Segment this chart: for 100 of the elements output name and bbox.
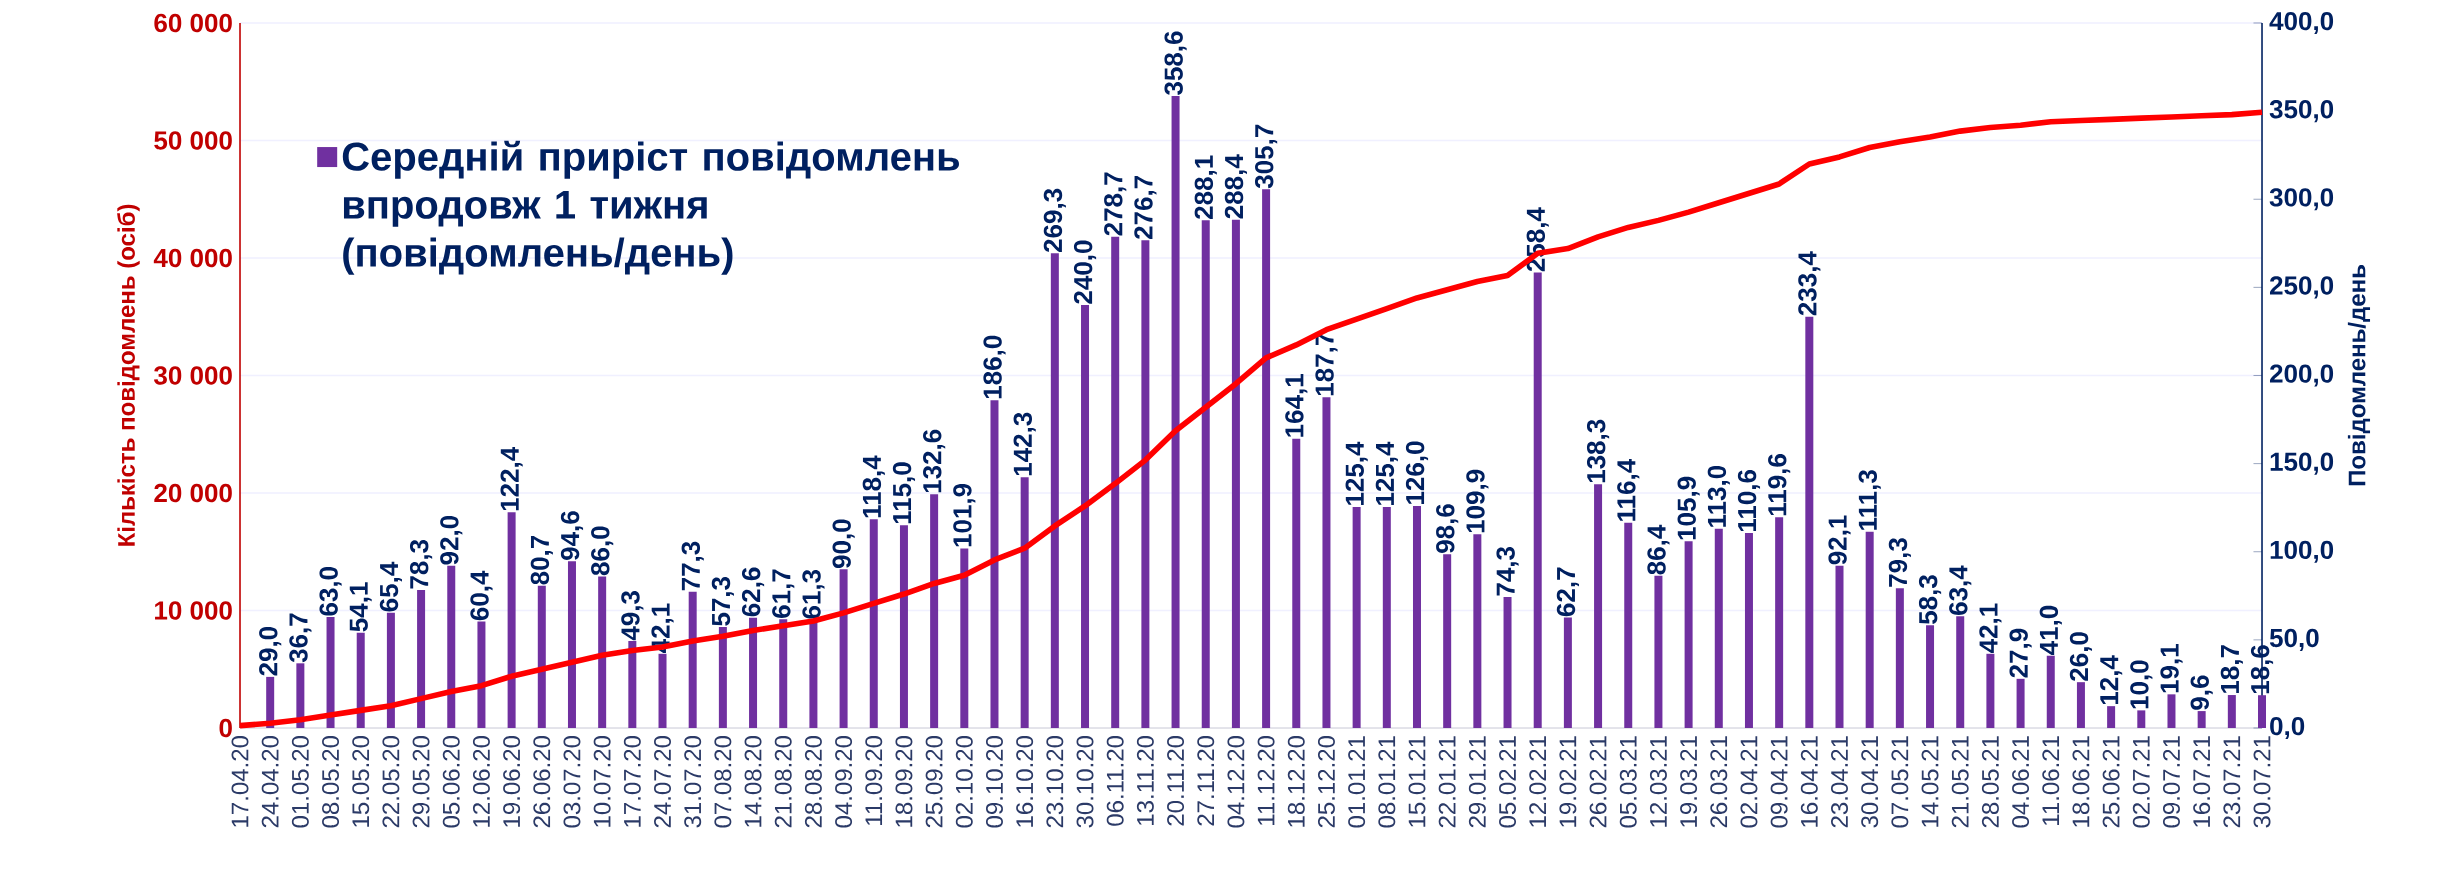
x-tick-label: 23.10.20	[1046, 736, 1064, 828]
data-label: 305,7	[1255, 124, 1278, 189]
x-tick-label: 14.05.21	[1921, 736, 1939, 827]
data-label: 77,3	[681, 541, 704, 591]
x-tick-label: 21.08.20	[774, 736, 792, 828]
data-label: 105,9	[1677, 476, 1700, 540]
data-label: 126,0	[1405, 441, 1429, 504]
x-tick-label: 21.05.21	[1951, 736, 1969, 828]
bar	[960, 548, 969, 728]
data-label: 60,4	[470, 570, 493, 621]
bar	[1594, 484, 1603, 728]
bar	[1835, 565, 1844, 728]
bar	[1141, 240, 1150, 728]
data-label: 78,3	[409, 539, 433, 589]
bar	[2167, 694, 2176, 728]
data-label: 138,3	[1586, 419, 1610, 483]
data-label: 41,0	[2039, 605, 2062, 655]
bar	[1775, 517, 1784, 728]
x-tick-label: 11.06.21	[2042, 736, 2060, 825]
data-label: 164,1	[1285, 374, 1308, 437]
data-label: 79,3	[1888, 538, 1911, 587]
bar	[1201, 220, 1210, 728]
x-tick-label: 17.07.20	[623, 736, 641, 827]
bar	[2046, 655, 2055, 728]
data-label: 278,7	[1104, 172, 1127, 236]
x-tick-label: 31.07.20	[684, 736, 702, 828]
bar	[899, 525, 908, 728]
x-tick-label: 24.04.20	[261, 736, 279, 828]
data-label: 111,3	[1858, 470, 1881, 530]
x-tick-label: 18.09.20	[895, 736, 913, 827]
x-tick-label: 22.01.21	[1438, 736, 1456, 828]
bar	[2258, 695, 2267, 728]
bar	[447, 565, 456, 728]
y-tick-label: 60 000	[154, 13, 232, 33]
data-label: 80,7	[530, 535, 553, 585]
data-label: 58,3	[1918, 575, 1942, 625]
data-label: 125,4	[1375, 441, 1398, 505]
y2-tick-label: 250,0	[2269, 276, 2334, 299]
x-tick-label: 12.06.20	[472, 736, 490, 827]
bar	[2137, 710, 2146, 728]
bar	[2016, 678, 2025, 728]
x-tick-label: 05.03.21	[1619, 736, 1637, 828]
data-label: 36,7	[289, 613, 312, 663]
y2-tick-label: 200,0	[2269, 364, 2334, 387]
x-tick-label: 19.03.21	[1680, 736, 1698, 827]
bar	[1684, 541, 1693, 728]
bar	[1865, 531, 1874, 728]
bar	[1956, 616, 1965, 728]
x-tick-label: 15.05.20	[352, 736, 370, 827]
data-label: 63,4	[1949, 565, 1972, 615]
x-tick-label: 05.02.21	[1499, 736, 1517, 828]
x-tick-label: 04.09.20	[835, 736, 853, 828]
x-tick-label: 02.07.21	[2132, 736, 2150, 828]
data-label: 288,4	[1224, 154, 1247, 219]
x-tick-label: 15.01.21	[1408, 736, 1426, 827]
bar	[1895, 588, 1904, 728]
y2-tick-label: 100,0	[2270, 540, 2334, 563]
bar	[1443, 554, 1452, 728]
bar	[1382, 506, 1391, 728]
bar	[1020, 477, 1029, 728]
x-tick-label: 19.02.21	[1559, 736, 1577, 827]
x-tick-label: 01.05.20	[291, 736, 309, 828]
bar	[869, 519, 878, 728]
x-tick-label: 13.11.20	[1136, 736, 1154, 825]
data-label: 19,1	[2160, 644, 2183, 693]
bar	[749, 617, 758, 728]
x-tick-label: 11.09.20	[865, 736, 883, 825]
bar	[477, 621, 486, 728]
bar	[930, 494, 939, 728]
data-label: 115,0	[892, 462, 916, 524]
x-tick-label: 18.06.21	[2072, 736, 2090, 827]
data-label: 54,1	[349, 582, 372, 632]
y-tick-label: 40 000	[153, 248, 232, 268]
x-tick-label: 25.06.21	[2102, 736, 2120, 828]
x-tick-label: 25.12.20	[1317, 736, 1335, 828]
data-label: 74,3	[1496, 546, 1519, 596]
y2-tick-label: 400,0	[2269, 11, 2334, 35]
y2-tick-label: 150,0	[2270, 452, 2334, 475]
x-tick-label: 26.02.21	[1589, 736, 1607, 828]
bar	[1986, 653, 1995, 728]
data-label: 62,7	[1556, 567, 1579, 617]
data-label: 65,4	[379, 561, 402, 612]
bar	[1624, 522, 1633, 728]
bar	[2227, 695, 2236, 728]
x-tick-label: 16.07.21	[2193, 736, 2211, 827]
data-label: 358,6	[1164, 31, 1187, 95]
x-tick-label: 30.10.20	[1076, 736, 1094, 828]
bar	[1533, 272, 1542, 728]
x-tick-label: 26.03.21	[1710, 736, 1728, 828]
y2-tick-label: 0,0	[2270, 716, 2305, 740]
x-tick-label: 04.12.20	[1227, 736, 1245, 828]
y-tick-label: 10 000	[155, 601, 232, 620]
bar	[1473, 534, 1482, 728]
data-label: 98,6	[1436, 504, 1459, 553]
data-label: 113,0	[1707, 465, 1730, 527]
x-tick-label: 09.04.21	[1770, 736, 1788, 828]
bar	[1805, 316, 1814, 728]
data-label: 125,4	[1345, 441, 1368, 505]
x-tick-label: 05.06.20	[442, 736, 460, 828]
data-label: 116,4	[1617, 458, 1640, 521]
